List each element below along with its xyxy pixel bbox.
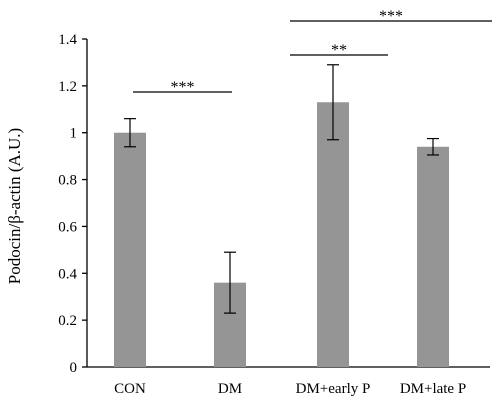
x-tick-label: DM bbox=[218, 381, 242, 397]
y-tick-label: 0.4 bbox=[58, 266, 77, 282]
y-tick-label: 0.6 bbox=[58, 219, 77, 235]
significance-label: *** bbox=[171, 79, 195, 96]
y-tick-label: 1.4 bbox=[58, 32, 77, 48]
bar bbox=[317, 102, 349, 367]
significance-label: ** bbox=[331, 42, 347, 59]
y-tick-label: 0 bbox=[70, 360, 78, 376]
y-tick-label: 1.2 bbox=[58, 79, 77, 95]
y-axis-label: Podocin/β-actin (A.U.) bbox=[5, 128, 24, 284]
bar bbox=[114, 132, 146, 367]
y-tick-label: 0.2 bbox=[58, 313, 77, 329]
significance-label: *** bbox=[379, 8, 403, 25]
x-tick-label: CON bbox=[114, 381, 146, 397]
x-tick-label: DM+late P bbox=[400, 381, 466, 397]
y-tick-label: 1 bbox=[70, 126, 78, 142]
x-tick-label: DM+early P bbox=[296, 381, 371, 397]
bar bbox=[417, 146, 449, 367]
y-tick-label: 0.8 bbox=[58, 173, 77, 189]
